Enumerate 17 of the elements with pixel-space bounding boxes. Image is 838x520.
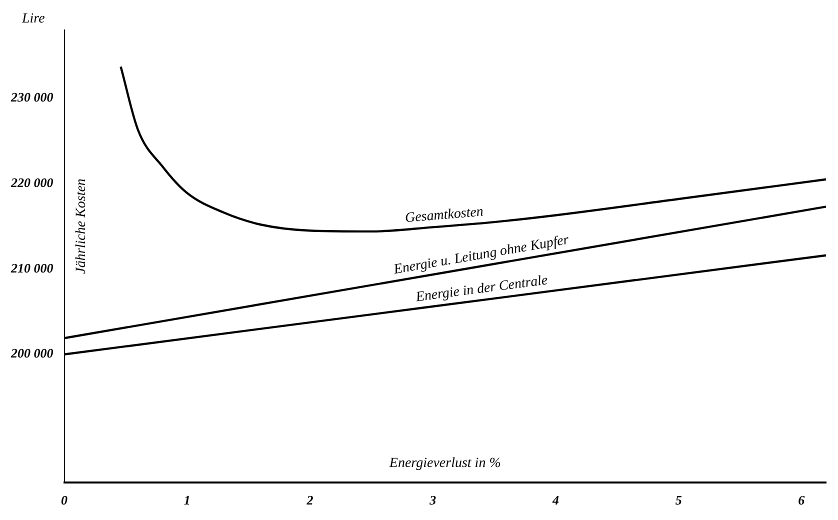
y-axis-title: Jährliche Kosten bbox=[74, 178, 89, 274]
x-tick-label: 5 bbox=[675, 492, 682, 508]
text: Lire bbox=[21, 12, 45, 27]
series-label: Gesamtkosten bbox=[404, 204, 484, 226]
line-series bbox=[120, 66, 826, 233]
y-tick-label: 200 000 bbox=[10, 346, 54, 361]
x-tick-label: 4 bbox=[551, 492, 560, 508]
y-tick-label: 230 000 bbox=[10, 90, 54, 105]
x-tick-label: 3 bbox=[428, 492, 437, 508]
text: Energie in der Centrale bbox=[414, 273, 549, 306]
x-tick-label: 1 bbox=[184, 492, 190, 508]
y-tick-label: 210 000 bbox=[10, 260, 54, 276]
x-tick-label: 2 bbox=[306, 492, 314, 508]
x-tick-label: 6 bbox=[798, 492, 806, 508]
y-tick-label: 220 000 bbox=[10, 175, 54, 190]
x-axis-title: Energieverlust in % bbox=[388, 456, 501, 472]
x-tick-label: 0 bbox=[61, 492, 68, 508]
